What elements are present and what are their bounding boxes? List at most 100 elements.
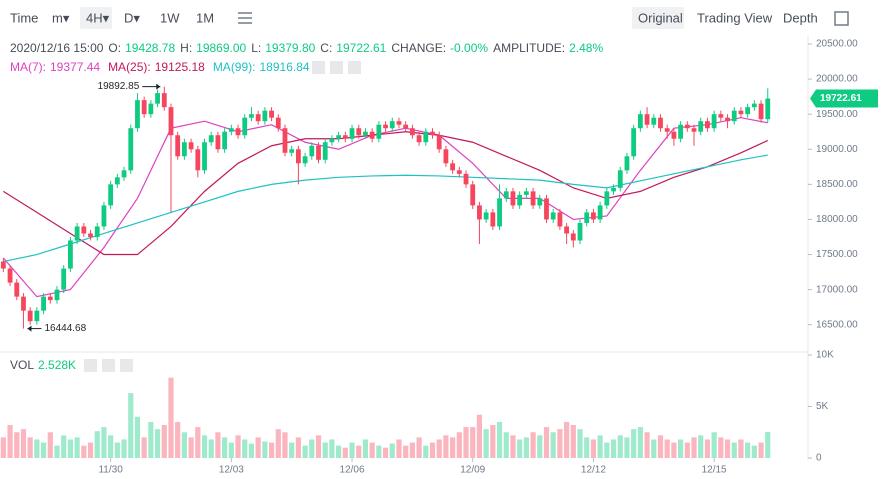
candle-body bbox=[94, 226, 100, 237]
volume-bar bbox=[691, 437, 697, 458]
candle-body bbox=[369, 131, 375, 139]
candle-body bbox=[54, 289, 60, 301]
candle-body bbox=[148, 103, 154, 115]
candle-body bbox=[530, 191, 536, 206]
candle-body bbox=[664, 128, 670, 132]
candle-body bbox=[41, 296, 46, 311]
volume-bar bbox=[483, 429, 489, 458]
candle-body bbox=[342, 135, 348, 139]
fullscreen-icon[interactable] bbox=[834, 11, 849, 26]
toolbar-button[interactable]: Time bbox=[10, 10, 38, 25]
view-button[interactable]: Trading View bbox=[697, 10, 773, 25]
candle-body bbox=[101, 205, 107, 227]
toolbar-button[interactable]: 1M bbox=[196, 10, 214, 25]
volume-bar bbox=[215, 432, 221, 458]
candle-body bbox=[597, 205, 603, 220]
candle-body bbox=[316, 145, 321, 160]
candle-body bbox=[490, 212, 496, 227]
volume-bar bbox=[47, 432, 53, 458]
candle-body bbox=[329, 138, 335, 143]
x-tick-label: 12/03 bbox=[219, 465, 244, 476]
toolbar-button[interactable]: m▾ bbox=[52, 10, 70, 25]
volume-bar bbox=[7, 425, 13, 458]
volume-bar bbox=[624, 437, 630, 458]
volume-bar bbox=[403, 445, 409, 458]
candle-body bbox=[376, 124, 382, 139]
volume-bar bbox=[456, 432, 462, 458]
x-tick-label: 11/30 bbox=[98, 465, 123, 476]
candle-body bbox=[745, 107, 751, 115]
candle-body bbox=[483, 212, 489, 220]
volume-bar bbox=[61, 435, 67, 458]
ma-icons[interactable] bbox=[312, 61, 361, 74]
low-arrowhead bbox=[27, 325, 32, 332]
high-label: 19892.85 bbox=[98, 81, 140, 92]
volume-bar bbox=[329, 439, 335, 458]
field-label: H: bbox=[180, 41, 192, 55]
candle-body bbox=[389, 121, 395, 129]
volume-bar bbox=[597, 435, 603, 458]
volume-bar bbox=[154, 429, 161, 458]
toolbar-button[interactable]: 1W bbox=[160, 10, 180, 25]
ma-label: MA(7): bbox=[10, 60, 46, 74]
candle-body bbox=[624, 156, 630, 171]
volume-bar bbox=[201, 435, 208, 458]
volume-bar bbox=[523, 437, 529, 458]
candle-body bbox=[295, 149, 301, 164]
volume-bar bbox=[242, 439, 248, 458]
view-button[interactable]: Depth bbox=[783, 10, 818, 25]
view-button[interactable]: Original bbox=[638, 10, 683, 25]
candle-body bbox=[765, 98, 771, 120]
volume-bar bbox=[108, 435, 114, 458]
ma-value: 19125.18 bbox=[155, 60, 205, 74]
volume-bar bbox=[222, 437, 228, 458]
toolbar-button[interactable]: D▾ bbox=[124, 10, 140, 25]
field-label: CHANGE: bbox=[391, 41, 446, 55]
toolbar-icon[interactable] bbox=[238, 12, 252, 24]
candle-body bbox=[550, 212, 556, 220]
candle-body bbox=[121, 170, 127, 178]
volume-bar bbox=[584, 437, 590, 458]
candle-body bbox=[228, 128, 234, 132]
ma-line bbox=[3, 131, 769, 256]
volume-bar bbox=[141, 437, 147, 458]
field-value: 2.48% bbox=[569, 41, 603, 55]
volume-bar bbox=[758, 442, 764, 458]
candle-body bbox=[34, 310, 40, 322]
vol-icons[interactable] bbox=[84, 359, 133, 372]
volume-bar bbox=[322, 442, 328, 458]
volume-bar bbox=[470, 427, 476, 458]
vol-label: VOL bbox=[10, 358, 34, 372]
ma-label: MA(25): bbox=[108, 60, 151, 74]
volume-bar bbox=[490, 425, 496, 458]
candle-body bbox=[396, 121, 402, 125]
volume-bar bbox=[644, 432, 650, 458]
volume-bar bbox=[14, 432, 20, 458]
volume-bar bbox=[255, 437, 261, 458]
volume-bar bbox=[309, 439, 315, 458]
candle-body bbox=[577, 222, 583, 241]
candle-body bbox=[155, 93, 160, 104]
volume-bar bbox=[67, 439, 74, 458]
high-arrowhead bbox=[156, 83, 161, 90]
datetime: 2020/12/16 15:00 bbox=[10, 41, 104, 55]
ma-line bbox=[2, 117, 768, 298]
volume-bar bbox=[664, 439, 670, 458]
candle-body bbox=[523, 191, 529, 195]
active-view-bg bbox=[632, 7, 684, 29]
candle-body bbox=[691, 128, 697, 132]
candle-body bbox=[161, 93, 167, 108]
volume-bar bbox=[128, 393, 134, 458]
candle-body bbox=[463, 173, 469, 185]
candle-body bbox=[591, 212, 596, 220]
candle-body bbox=[718, 114, 724, 118]
volume-bar bbox=[496, 421, 503, 458]
volume-bar bbox=[657, 435, 664, 458]
toolbar-button[interactable]: 4H▾ bbox=[86, 10, 110, 25]
volume-bar bbox=[617, 435, 623, 458]
candle-body bbox=[644, 114, 650, 125]
field-value: 19722.61 bbox=[336, 41, 386, 55]
y-tick-label: 20500.00 bbox=[816, 39, 858, 50]
volume-bar bbox=[543, 427, 550, 458]
volume-bar bbox=[476, 414, 483, 458]
